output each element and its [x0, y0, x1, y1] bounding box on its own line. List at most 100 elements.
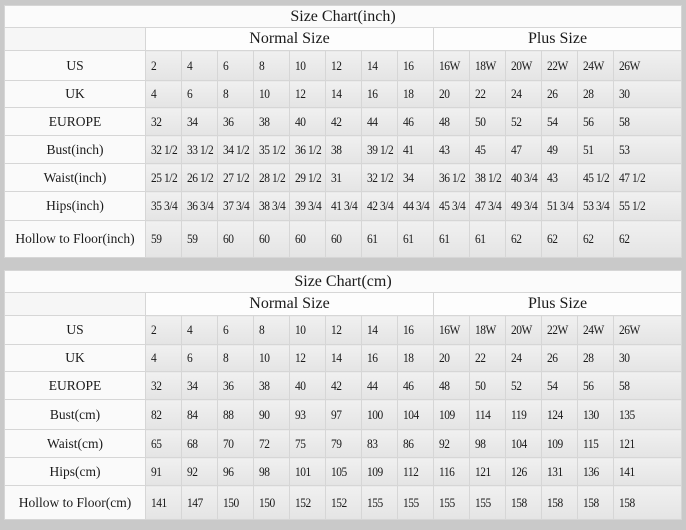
cell-value: 44 3/4 [403, 198, 430, 213]
cell-value: 109 [367, 463, 383, 479]
cell-value: 60 [295, 231, 306, 246]
table-cell: 47 [505, 135, 542, 164]
table-cell: 24 [505, 80, 542, 108]
cell-value: 58 [619, 113, 630, 129]
cell-value: 104 [511, 435, 527, 451]
table-cell: 84 [181, 399, 218, 430]
cell-value: 49 [547, 141, 558, 157]
table-cell: 147 [181, 485, 218, 520]
cell-value: 62 [583, 231, 594, 246]
table-cell: 45 [469, 135, 506, 164]
table-cell: 61 [469, 220, 506, 258]
cell-value: 44 [367, 377, 378, 393]
cell-value: 38 1/2 [475, 169, 502, 185]
cell-value: 45 3/4 [439, 198, 466, 213]
cell-value: 32 1/2 [151, 141, 178, 157]
cell-value: 14 [367, 322, 378, 337]
cell-value: 42 [331, 113, 342, 129]
table-cell: 130 [577, 399, 614, 430]
cell-value: 88 [223, 406, 234, 422]
table-cell: 60 [217, 220, 254, 258]
table-cell: 38 3/4 [253, 191, 290, 221]
cell-value: 18W [475, 57, 496, 73]
cell-value: 32 1/2 [367, 169, 394, 185]
cell-value: 158 [583, 494, 599, 510]
cell-value: 50 [475, 113, 486, 129]
table-cell: 26W [613, 50, 682, 81]
table-cell: 155 [397, 485, 434, 520]
cell-value: 56 [583, 377, 594, 393]
table-cell: 38 [325, 135, 362, 164]
table-cell: 24 [505, 344, 542, 372]
table-cell: 20 [433, 80, 470, 108]
table-cell: 26 [541, 80, 578, 108]
cell-value: 24 [511, 350, 522, 365]
table-cell: 30 [613, 80, 682, 108]
cell-value: 91 [151, 463, 162, 479]
table-cell: 124 [541, 399, 578, 430]
table-row: Hips(inch) 35 3/4 36 3/4 37 3/4 38 3/4 39 3/4… [4, 191, 682, 221]
table-cell: 98 [469, 429, 506, 458]
cell-value: 4 [187, 322, 193, 337]
cell-value: 104 [403, 406, 419, 422]
table-cell: 41 [397, 135, 434, 164]
table-cell: 16 [397, 50, 434, 81]
cell-value: 59 [187, 231, 198, 246]
table-cell: 4 [145, 344, 182, 372]
table-cell: 32 [145, 107, 182, 136]
table-cell: 31 [325, 163, 362, 192]
table-cell: 20W [505, 50, 542, 81]
row-label: Waist(inch) [4, 163, 146, 192]
cell-value: 12 [295, 86, 306, 101]
table-cell: 150 [217, 485, 254, 520]
table-cell: 22 [469, 80, 506, 108]
table-cell: 141 [613, 457, 682, 486]
cell-value: 12 [331, 57, 342, 73]
cell-value: 35 1/2 [259, 141, 286, 157]
cell-value: 46 [403, 113, 414, 129]
cell-value: 20 [439, 86, 450, 101]
row-label: Hollow to Floor(inch) [4, 220, 146, 258]
cell-value: 53 3/4 [583, 198, 610, 213]
table-row: UK 4 6 8 10 12 14 16 18 20 22 24 26 28 30 [4, 80, 682, 108]
cell-value: 126 [511, 463, 527, 479]
table-cell: 14 [361, 50, 398, 81]
table-cell: 49 [541, 135, 578, 164]
cell-value: 82 [151, 406, 162, 422]
table-cell: 10 [253, 80, 290, 108]
table-cell: 88 [217, 399, 254, 430]
table-cell: 59 [145, 220, 182, 258]
table-cell: 36 [217, 107, 254, 136]
cell-value: 61 [367, 231, 378, 246]
cell-value: 28 [583, 350, 594, 365]
table-cell: 34 [397, 163, 434, 192]
cell-value: 26W [619, 57, 640, 73]
table-cell: 38 [253, 371, 290, 400]
size-table: Size Chart(cm) Normal Size Plus Size US 2 4 6 8… [4, 270, 682, 520]
row-label: EUROPE [4, 371, 146, 400]
table-row: US 2 4 6 8 10 12 14 16 16W 18W 20W 22W 24W 26W [4, 50, 682, 81]
cell-value: 84 [187, 406, 198, 422]
table-cell: 28 [577, 344, 614, 372]
cell-value: 62 [547, 231, 558, 246]
cell-value: 8 [223, 86, 229, 101]
cell-value: 147 [187, 494, 203, 510]
table-cell: 136 [577, 457, 614, 486]
cell-value: 47 [511, 141, 522, 157]
table-cell: 28 1/2 [253, 163, 290, 192]
cell-value: 60 [331, 231, 342, 246]
table-cell: 49 3/4 [505, 191, 542, 221]
table-row: Hollow to Floor(cm) 141 147 150 150 152 152 155… [4, 485, 682, 520]
table-cell: 40 [289, 371, 326, 400]
cell-value: 109 [439, 406, 455, 422]
table-cell: 51 3/4 [541, 191, 578, 221]
table-cell: 158 [613, 485, 682, 520]
table-cell: 83 [361, 429, 398, 458]
cell-value: 16W [439, 322, 460, 337]
table-cell: 61 [397, 220, 434, 258]
table-cell: 48 [433, 371, 470, 400]
row-label: UK [4, 344, 146, 372]
table-cell: 12 [289, 344, 326, 372]
cell-value: 97 [331, 406, 342, 422]
table-cell: 155 [433, 485, 470, 520]
